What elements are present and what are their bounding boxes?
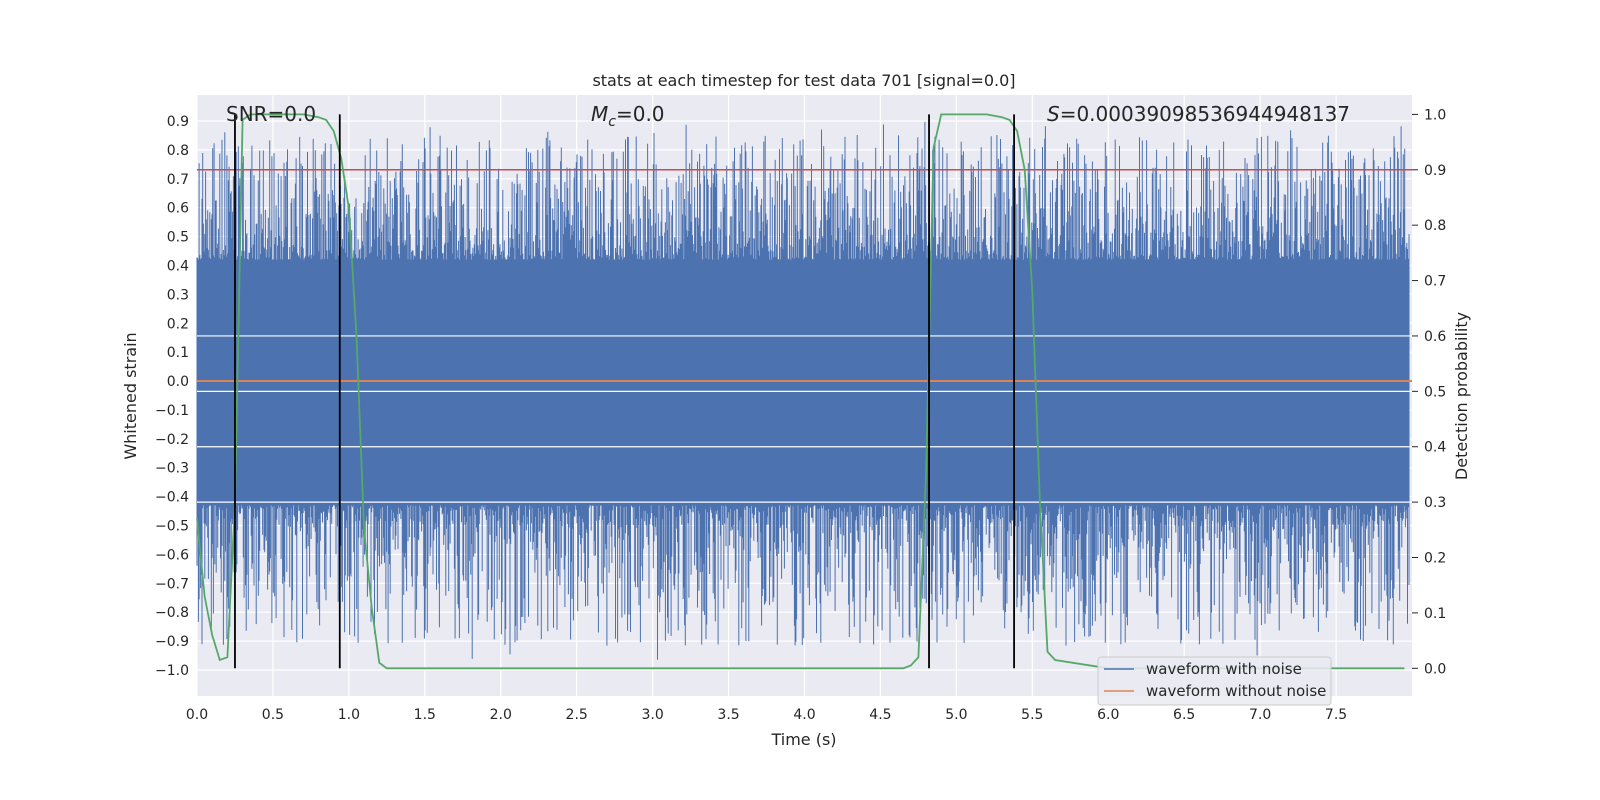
right-tick-label: 0.7	[1424, 274, 1446, 290]
x-tick-label: 0.0	[186, 707, 208, 723]
left-tick-label: 0.7	[167, 172, 189, 188]
s-symbol: S	[1047, 102, 1060, 126]
left-tick-label: 0.6	[167, 201, 189, 217]
chirp-mass-annotation: Mc=0.0	[591, 102, 665, 130]
left-tick-label: −0.9	[155, 634, 189, 650]
x-tick-label: 7.0	[1249, 707, 1271, 723]
right-axis-label: Detection probability	[1452, 312, 1471, 480]
x-tick-label: 4.5	[869, 707, 891, 723]
x-tick-label: 5.5	[1021, 707, 1043, 723]
left-tick-label: −0.5	[155, 519, 189, 535]
waveform-with-noise-series	[196, 121, 1412, 660]
left-tick-label: −0.4	[155, 490, 189, 506]
right-tick-label: 1.0	[1424, 107, 1446, 123]
left-tick-label: −0.7	[155, 576, 189, 592]
chart-title: stats at each timestep for test data 701…	[592, 71, 1015, 90]
right-tick-label: 0.9	[1424, 163, 1446, 179]
right-tick-label: 0.0	[1424, 661, 1446, 677]
right-tick-label: 0.4	[1424, 440, 1446, 456]
legend-noise-label: waveform with noise	[1146, 660, 1302, 678]
x-tick-label: 2.5	[566, 707, 588, 723]
x-tick-label: 1.5	[414, 707, 436, 723]
legend-clean-label: waveform without noise	[1146, 682, 1326, 700]
right-tick-label: 0.3	[1424, 495, 1446, 511]
left-tick-label: −0.8	[155, 605, 189, 621]
left-tick-label: 0.1	[167, 345, 189, 361]
right-tick-label: 0.2	[1424, 551, 1446, 567]
left-tick-label: −1.0	[155, 663, 189, 679]
right-axis-ticks: 0.0 0.1 0.2 0.3 0.4 0.5 0.6 0.7 0.8 0.9 1.0	[1412, 107, 1446, 677]
left-tick-label: −0.3	[155, 461, 189, 477]
x-tick-label: 3.5	[717, 707, 739, 723]
legend-box	[1097, 656, 1332, 706]
x-tick-label: 3.0	[641, 707, 663, 723]
s-value: =0.0003909853694494813​7	[1060, 102, 1350, 126]
left-axis-label: Whitened strain	[121, 332, 140, 459]
x-axis-ticks: 0.0 0.5 1.0 1.5 2.0 2.5 3.0 3.5 4.0 4.5 5.0 5.5 6.0 6…	[186, 707, 1347, 723]
left-tick-label: −0.6	[155, 547, 189, 563]
left-tick-label: 0.5	[167, 230, 189, 246]
x-tick-label: 0.5	[262, 707, 284, 723]
probability-line	[196, 113, 1405, 670]
left-tick-label: −0.1	[155, 403, 189, 419]
left-tick-label: −0.2	[155, 432, 189, 448]
x-axis-label: Time (s)	[770, 730, 836, 749]
noise-core	[197, 259, 1409, 506]
snr-annotation: SNR=0.0	[226, 102, 316, 126]
x-tick-label: 6.5	[1173, 707, 1195, 723]
s-annotation: S=0.0003909853694494813​7	[1047, 102, 1350, 126]
right-tick-label: 0.6	[1424, 329, 1446, 345]
x-tick-label: 7.5	[1325, 707, 1347, 723]
legend: waveform with noise waveform without noi…	[1097, 656, 1332, 706]
chirp-mass-subscript: c	[608, 114, 616, 130]
left-tick-label: 0.8	[167, 143, 189, 159]
marker-lines	[234, 114, 1015, 669]
left-tick-label: 0.2	[167, 316, 189, 332]
chirp-mass-value: =0.0	[616, 102, 665, 126]
left-tick-label: 0.9	[167, 114, 189, 130]
left-tick-label: 0.4	[167, 258, 189, 274]
x-tick-label: 1.0	[338, 707, 360, 723]
right-tick-label: 0.8	[1424, 218, 1446, 234]
chirp-mass-symbol: M	[591, 102, 608, 126]
detection-probability-series	[196, 113, 1405, 670]
left-tick-label: 0.0	[167, 374, 189, 390]
left-axis-ticks: −1.0 −0.9 −0.8 −0.7 −0.6 −0.5 −0.4 −0.3 −0.2 −0.1…	[155, 114, 189, 679]
x-tick-label: 5.0	[945, 707, 967, 723]
right-tick-label: 0.5	[1424, 384, 1446, 400]
right-tick-label: 0.1	[1424, 606, 1446, 622]
x-tick-label: 6.0	[1097, 707, 1119, 723]
left-tick-label: 0.3	[167, 287, 189, 303]
x-tick-label: 4.0	[793, 707, 815, 723]
x-tick-label: 2.0	[490, 707, 512, 723]
